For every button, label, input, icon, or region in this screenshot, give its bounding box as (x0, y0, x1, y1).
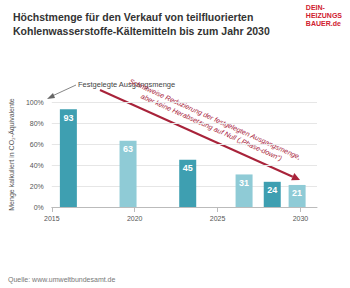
svg-text:2020: 2020 (127, 215, 143, 222)
svg-text:Quelle: www.umweltbundesamt.de: Quelle: www.umweltbundesamt.de (8, 276, 115, 284)
svg-text:60%: 60% (30, 141, 44, 148)
svg-text:Höchstmenge für den Verkauf vo: Höchstmenge für den Verkauf von teilfluo… (13, 11, 253, 23)
svg-text:BAUER.de: BAUER.de (306, 20, 341, 27)
svg-text:21: 21 (292, 188, 302, 198)
svg-text:Menge kalkuliert in CO₂-Äquiva: Menge kalkuliert in CO₂-Äquivalente (8, 98, 16, 211)
svg-text:aber keine Herabsetzung auf Nu: aber keine Herabsetzung auf Null („Phase… (140, 93, 284, 163)
svg-text:93: 93 (63, 113, 73, 123)
svg-text:24: 24 (267, 185, 277, 195)
svg-text:2025: 2025 (210, 215, 226, 222)
svg-text:HEIZUNGS: HEIZUNGS (306, 12, 343, 19)
svg-text:100%: 100% (26, 99, 44, 106)
svg-text:2030: 2030 (293, 215, 309, 222)
svg-text:31: 31 (239, 178, 249, 188)
svg-text:20%: 20% (30, 183, 44, 190)
svg-text:0%: 0% (34, 204, 44, 211)
svg-text:45: 45 (183, 163, 193, 173)
svg-text:63: 63 (123, 144, 133, 154)
svg-text:40%: 40% (30, 162, 44, 169)
svg-text:80%: 80% (30, 120, 44, 127)
svg-text:Kohlenwasserstoffe-Kältemittel: Kohlenwasserstoffe-Kältemitteln bis zum … (13, 25, 270, 37)
svg-text:Festgelegte Ausgangsmenge: Festgelegte Ausgangsmenge (78, 80, 175, 89)
svg-text:2015: 2015 (44, 215, 60, 222)
svg-text:Schrittweise Reduzierung der f: Schrittweise Reduzierung der festgelegte… (128, 77, 302, 161)
svg-text:DEIN-: DEIN- (306, 4, 326, 11)
